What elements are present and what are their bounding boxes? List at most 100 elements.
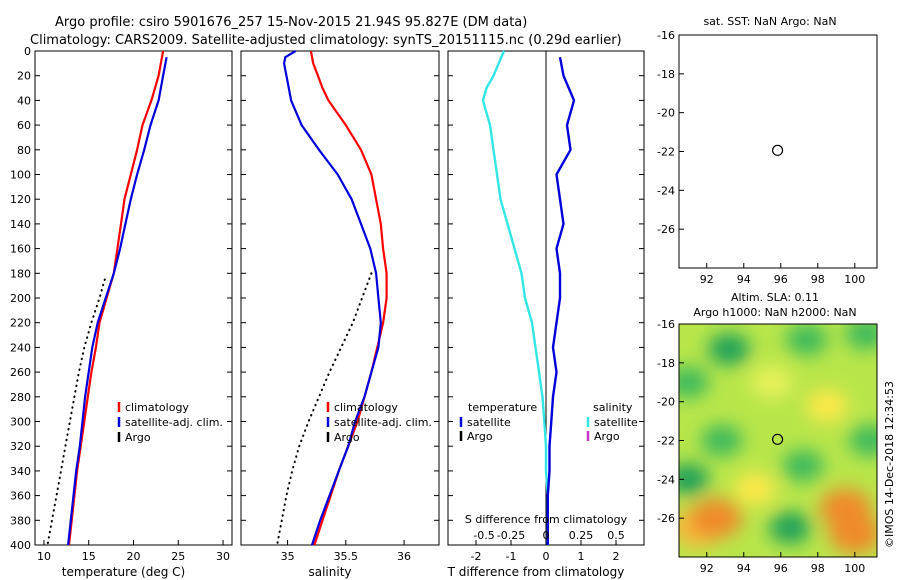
difference-panel: -2 -1 0 1 2 T difference from climatology -0.5… — [447, 50, 645, 579]
sla-map-blob — [679, 463, 710, 496]
difference-s-legend-label: Argo — [594, 430, 620, 443]
temperature-ytick-label: 180 — [10, 267, 31, 280]
temperature-ytick-label: 80 — [17, 144, 31, 157]
difference-t-legend-label: satellite — [467, 416, 511, 429]
difference-xtick-label: -2 — [471, 550, 482, 563]
salinity-legend-label: Argo — [334, 431, 360, 444]
temperature-legend-label: satellite-adj. clim. — [125, 416, 223, 429]
sst-map-ytick-label: -18 — [657, 68, 675, 81]
temperature-xtick-label: 15 — [82, 550, 96, 563]
salinity-xtick-label: 35.5 — [334, 550, 359, 563]
sst-map-background — [679, 35, 877, 268]
salinity-series-line — [283, 50, 382, 546]
sla-map-blob — [845, 324, 877, 350]
difference-xtick-label: -1 — [506, 550, 517, 563]
sla-map-blob — [679, 366, 710, 399]
sla-map-ytick-label: -16 — [657, 318, 675, 331]
temperature-ytick-label: 260 — [10, 366, 31, 379]
sst-map-ytick-label: -22 — [657, 146, 675, 159]
sla-map-xtick-label: 98 — [811, 562, 825, 575]
sst-map-ytick-label: -20 — [657, 107, 675, 120]
difference-s-axis-label: S difference from climatology — [465, 513, 628, 526]
difference-s-legend-label: satellite — [594, 416, 638, 429]
sla-map-ytick-label: -20 — [657, 396, 675, 409]
sst-map-xtick-label: 92 — [700, 273, 714, 286]
sst-map-ytick-label: -16 — [657, 29, 675, 42]
temperature-frame — [34, 50, 233, 546]
temperature-legend-label: Argo — [125, 431, 151, 444]
sst-map-xtick-label: 96 — [774, 273, 788, 286]
difference-s-tick-label: 0 — [543, 529, 550, 542]
sla-map-ytick-label: -22 — [657, 435, 675, 448]
temperature-ytick-label: 400 — [10, 539, 31, 552]
temperature-ytick-label: 320 — [10, 440, 31, 453]
temperature-xlabel: temperature (deg C) — [62, 565, 185, 579]
temperature-series-line — [67, 56, 168, 546]
salinity-legend-label: climatology — [334, 401, 398, 414]
temperature-ytick-label: 360 — [10, 490, 31, 503]
sla-map-blob — [828, 513, 877, 554]
temperature-ytick-label: 380 — [10, 514, 31, 527]
sla-map-blob — [769, 511, 811, 544]
temperature-ytick-label: 240 — [10, 341, 31, 354]
sst-map-argo-location-marker — [771, 144, 784, 156]
difference-salinity-line — [481, 50, 549, 545]
salinity-series-line — [309, 50, 388, 546]
sla-map-blob — [782, 449, 824, 482]
sla-map-heatmap — [679, 324, 877, 557]
sla-map-blob — [690, 498, 743, 539]
difference-legend-s-header: salinity — [593, 401, 633, 414]
sla-map-blob — [848, 424, 877, 457]
temperature-ytick-label: 20 — [17, 70, 31, 83]
sla-map-blob — [734, 473, 776, 506]
salinity-xtick-label: 36 — [397, 550, 411, 563]
difference-temperature-line — [546, 56, 576, 545]
temperature-ytick-label: 340 — [10, 465, 31, 478]
sst-map-xtick-label: 98 — [811, 273, 825, 286]
temperature-ytick-label: 0 — [24, 45, 31, 58]
figure-title-line1: Argo profile: csiro 5901676_257 15-Nov-2… — [55, 15, 527, 30]
figure-title-line2: Climatology: CARS2009. Satellite-adjuste… — [30, 33, 622, 48]
temperature-ytick-label: 160 — [10, 243, 31, 256]
temperature-ytick-label: 40 — [17, 94, 31, 107]
temperature-ytick-label: 100 — [10, 169, 31, 182]
sst-map-panel: sat. SST: NaN Argo: NaN 92 94 96 98 100 -16 -1… — [657, 15, 878, 286]
sst-map-ytick-label: -26 — [657, 223, 675, 236]
sst-map-xtick-label: 94 — [737, 273, 751, 286]
difference-s-tick-label: 0.25 — [569, 529, 594, 542]
salinity-xlabel: salinity — [308, 565, 351, 579]
sla-map-xtick-label: 92 — [700, 562, 714, 575]
difference-xlabel: T difference from climatology — [447, 565, 625, 579]
temperature-ytick-label: 60 — [17, 119, 31, 132]
sla-map-title-line1: Altim. SLA: 0.11 — [731, 291, 819, 304]
sla-map-ytick-label: -26 — [657, 512, 675, 525]
sla-map-blob — [750, 366, 793, 399]
temperature-ytick-label: 300 — [10, 416, 31, 429]
sla-map-blob — [785, 324, 828, 356]
sla-map-blob — [708, 333, 750, 366]
temperature-series-line — [46, 278, 106, 546]
sla-map-panel: Altim. SLA: 0.11 Argo h1000: NaN h2000: … — [657, 291, 878, 575]
difference-legend-t-header: temperature — [468, 401, 537, 414]
temperature-ytick-label: 280 — [10, 391, 31, 404]
sla-map-xtick-label: 94 — [737, 562, 751, 575]
sla-map-ytick-label: -24 — [657, 473, 675, 486]
temperature-ytick-label: 200 — [10, 292, 31, 305]
difference-xtick-label: 2 — [613, 550, 620, 563]
difference-s-tick-label: -0.25 — [497, 529, 525, 542]
difference-xtick-label: 0 — [543, 550, 550, 563]
difference-s-tick-label: 0.5 — [607, 529, 625, 542]
salinity-panel: 35 35.5 36 salinity climatology satellite-adj… — [240, 50, 440, 579]
temperature-panel: 10 15 20 25 30020406080100120140160180200220… — [10, 45, 233, 579]
sla-map-xtick-label: 100 — [844, 562, 865, 575]
temperature-ytick-label: 140 — [10, 218, 31, 231]
salinity-legend-label: satellite-adj. clim. — [334, 416, 432, 429]
salinity-series-line — [276, 272, 373, 546]
imos-watermark: ©IMOS 14-Dec-2018 12:34:53 — [883, 381, 896, 548]
temperature-xtick-label: 30 — [216, 550, 230, 563]
sla-map-blob — [700, 424, 743, 457]
salinity-frame — [240, 50, 440, 546]
sst-map-xtick-label: 100 — [844, 273, 865, 286]
temperature-series-line — [67, 50, 165, 546]
